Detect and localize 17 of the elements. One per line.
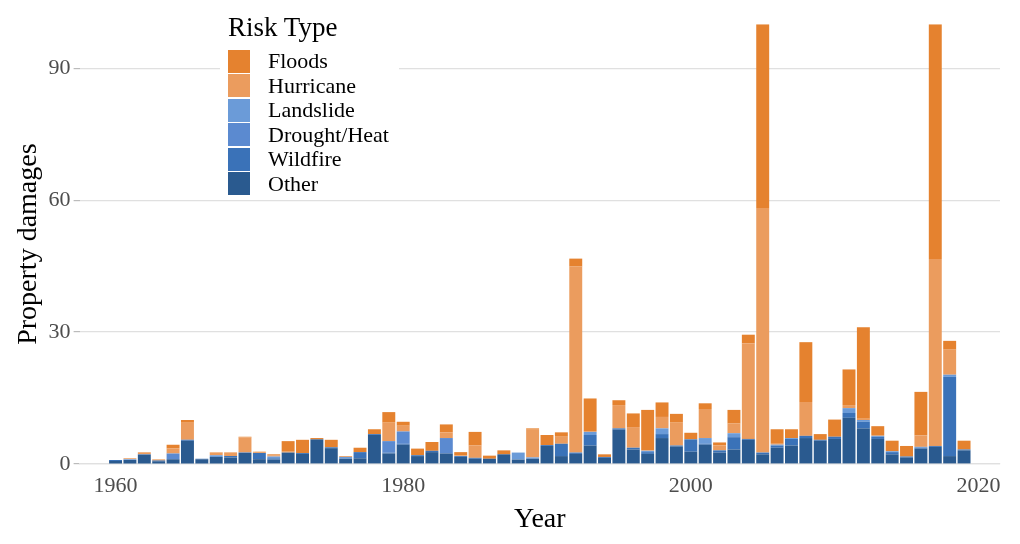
legend-label: Hurricane: [268, 72, 356, 99]
y-tick-label: 30: [48, 317, 71, 343]
x-tick-label: 1980: [381, 471, 426, 497]
legend-label: Floods: [268, 48, 328, 75]
y-tick-label: 60: [48, 185, 71, 211]
x-tick-label: 2000: [668, 471, 713, 497]
y-tick-label: 0: [59, 449, 71, 475]
legend-label: Landslide: [268, 97, 355, 124]
legend-label: Other: [268, 170, 319, 197]
legend-title: Risk Type: [228, 12, 339, 43]
x-tick-label: 1960: [93, 471, 138, 497]
y-axis-title: Property damages: [11, 143, 43, 345]
legend-label: Drought/Heat: [268, 121, 389, 148]
x-tick-label: 2020: [956, 471, 1001, 497]
legend-label: Wildfire: [268, 146, 342, 173]
y-tick-label: 90: [48, 53, 71, 79]
x-axis-title: Year: [514, 501, 567, 533]
